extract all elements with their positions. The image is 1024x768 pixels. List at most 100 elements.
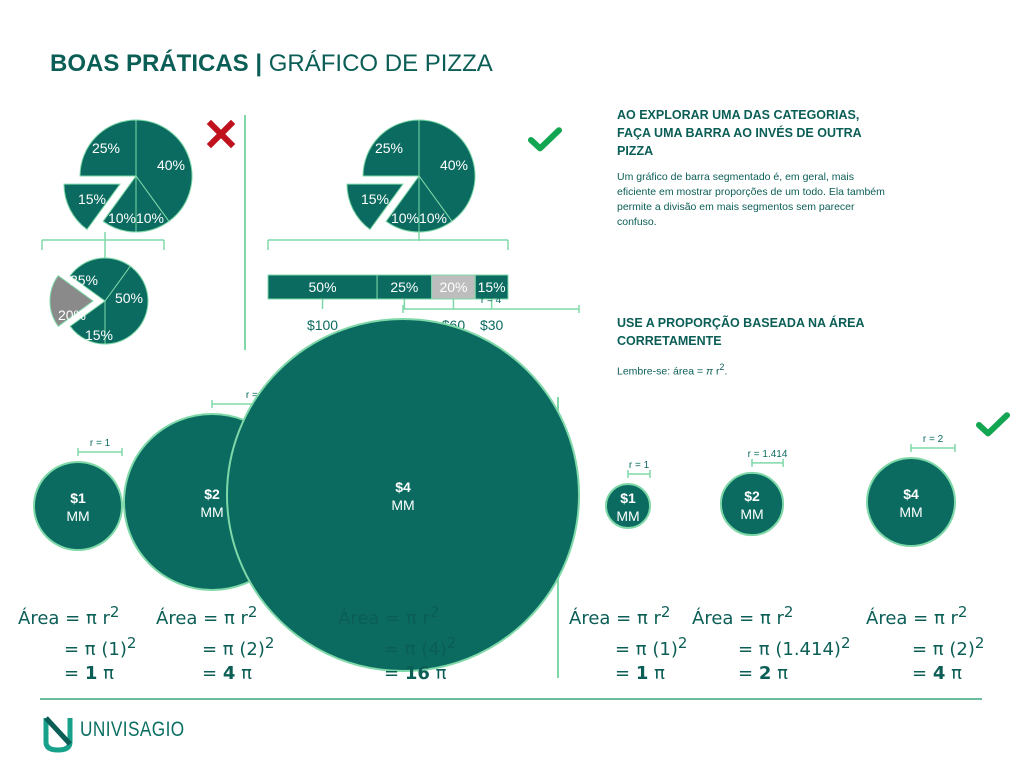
formula-sup: 2 bbox=[677, 634, 688, 652]
formula-text: Área = π r bbox=[569, 608, 661, 629]
bar-segment-0 bbox=[267, 274, 378, 300]
bubble-right-2-value: $4 bbox=[903, 486, 919, 502]
logo-u-shape bbox=[43, 718, 73, 753]
area-formula: Área = π r2 = π (2)2 = 4 π bbox=[156, 600, 274, 686]
bubble-wrong-1-radius-label: r = 2 bbox=[246, 390, 267, 401]
bar-amount-0: $100 bbox=[307, 317, 338, 333]
main-pie-right-label-3: 15% bbox=[361, 191, 389, 207]
formula-line-3: = 16 π bbox=[338, 662, 456, 686]
area-text-sup: 2 bbox=[719, 362, 725, 372]
main-pie-wrong-slice-0 bbox=[135, 119, 193, 223]
formula-eq: = bbox=[202, 663, 223, 684]
formula-eq: = bbox=[384, 663, 405, 684]
formula-line-2: = π (1)2 bbox=[569, 631, 687, 662]
area-formula: Área = π r2 = π (4)2 = 16 π bbox=[338, 600, 456, 686]
sub-pie-wrong-slice-3 bbox=[69, 257, 131, 302]
formula-pi: π bbox=[97, 663, 114, 684]
formula-pi: π bbox=[429, 663, 447, 684]
formula-text: = π (1.414) bbox=[738, 639, 841, 660]
formula-sup: 2 bbox=[783, 603, 794, 621]
check-mark-icon-top bbox=[528, 127, 562, 152]
bubble-right-1-value: $2 bbox=[744, 488, 760, 504]
bubble-right-2-radius-label: r = 2 bbox=[923, 434, 944, 445]
bubble-right-0-unit: MM bbox=[616, 508, 639, 524]
main-pie-wrong-slice-4 bbox=[79, 119, 137, 177]
bubble-wrong-2-radius-label: r = 4 bbox=[481, 295, 502, 306]
formula-pi: π bbox=[945, 663, 962, 684]
formula-line-1: Área = π r2 bbox=[18, 600, 136, 631]
formula-text: Área = π r bbox=[18, 608, 110, 629]
area-formula: Área = π r2 = π (1.414)2 = 2 π bbox=[692, 600, 850, 686]
bar-label-0: 50% bbox=[309, 279, 337, 295]
formula-eq: = bbox=[615, 663, 636, 684]
formula-result: 2 bbox=[758, 663, 772, 684]
title-regular: GRÁFICO DE PIZZA bbox=[268, 50, 493, 77]
bar-segment-3 bbox=[474, 274, 509, 300]
sub-pie-wrong-slice-1 bbox=[69, 300, 106, 345]
formula-pi: π bbox=[648, 663, 665, 684]
bubble-wrong-0-value: $1 bbox=[70, 490, 86, 506]
formula-text: Área = π r bbox=[866, 608, 958, 629]
main-pie-right-slice-0 bbox=[418, 119, 476, 223]
formula-line-1: Área = π r2 bbox=[692, 600, 850, 631]
formula-line-2: = π (2)2 bbox=[156, 631, 274, 662]
formula-pi: π bbox=[771, 663, 788, 684]
bracket-wrong bbox=[41, 232, 165, 262]
area-formula: Área = π r2 = π (1)2 = 1 π bbox=[569, 600, 687, 686]
bubble-wrong-0-radius-label: r = 1 bbox=[90, 438, 111, 449]
bubble-wrong-0-unit: MM bbox=[66, 508, 89, 524]
main-pie-right-label-4: 25% bbox=[375, 140, 403, 156]
formula-result: 4 bbox=[932, 663, 946, 684]
bubble-wrong-1-value: $2 bbox=[204, 486, 220, 502]
formula-line-2: = π (2)2 bbox=[866, 631, 984, 662]
bubble-right-1-circle bbox=[719, 471, 785, 537]
main-pie-right-label-0: 40% bbox=[440, 157, 468, 173]
formula-sup: 2 bbox=[446, 634, 457, 652]
area-formula: Área = π r2 = π (2)2 = 4 π bbox=[866, 600, 984, 686]
formula-line-2: = π (1)2 bbox=[18, 631, 136, 662]
sub-pie-wrong-label-0: 50% bbox=[115, 290, 143, 306]
main-pie-wrong-label-2: 10% bbox=[108, 210, 136, 226]
formula-text: = π (4) bbox=[384, 639, 447, 660]
formula-text: Área = π r bbox=[156, 608, 248, 629]
bubble-wrong-2-value: $4 bbox=[395, 479, 411, 495]
main-pie-right-slice-3 bbox=[346, 183, 404, 231]
formula-text: = π (2) bbox=[202, 639, 265, 660]
formula-text: Área = π r bbox=[338, 608, 430, 629]
bar-label-3: 15% bbox=[478, 279, 506, 295]
formula-sup: 2 bbox=[957, 603, 968, 621]
formula-pi: π bbox=[235, 663, 252, 684]
main-pie-wrong-slice-2 bbox=[102, 174, 137, 233]
formula-eq: = bbox=[912, 663, 933, 684]
formula-eq: = bbox=[738, 663, 759, 684]
section-area-heading: USE A PROPORÇÃO BASEADA NA ÁREA CORRETAM… bbox=[617, 316, 865, 348]
bubble-wrong-2-unit: MM bbox=[391, 497, 414, 513]
sub-pie-wrong-slice-2 bbox=[49, 275, 94, 327]
formula-result: 16 bbox=[404, 663, 430, 684]
formula-sup: 2 bbox=[660, 603, 671, 621]
area-text-pi: π bbox=[706, 365, 714, 378]
bubble-right-2-circle bbox=[866, 457, 956, 547]
formula-line-2: = π (1.414)2 bbox=[692, 631, 850, 662]
bar-amount-3: $30 bbox=[480, 317, 504, 333]
formula-result: 1 bbox=[84, 663, 98, 684]
page-title: BOAS PRÁTICAS | GRÁFICO DE PIZZA bbox=[50, 50, 493, 78]
main-pie-right-slice-4 bbox=[362, 119, 420, 177]
bubble-right-2-unit: MM bbox=[899, 504, 922, 520]
sub-pie-wrong-label-1: 15% bbox=[85, 327, 113, 343]
formula-line-1: Área = π r2 bbox=[156, 600, 274, 631]
formula-line-1: Área = π r2 bbox=[338, 600, 456, 631]
bubble-right-1-radius-label: r = 1.414 bbox=[748, 449, 788, 460]
formula-result: 1 bbox=[635, 663, 649, 684]
main-pie-right-label-2: 10% bbox=[391, 210, 419, 226]
formula-line-2: = π (4)2 bbox=[338, 631, 456, 662]
area-formula: Área = π r2 = π (1)2 = 1 π bbox=[18, 600, 136, 686]
formula-sup: 2 bbox=[109, 603, 120, 621]
formula-eq: = bbox=[64, 663, 85, 684]
bracket-right bbox=[267, 232, 509, 250]
x-mark-icon-top-stroke-2 bbox=[206, 119, 236, 149]
formula-text: = π (2) bbox=[912, 639, 975, 660]
formula-sup: 2 bbox=[974, 634, 985, 652]
logo-wordmark: UNIVISAGIO bbox=[80, 718, 185, 741]
main-pie-wrong-label-3: 15% bbox=[78, 191, 106, 207]
